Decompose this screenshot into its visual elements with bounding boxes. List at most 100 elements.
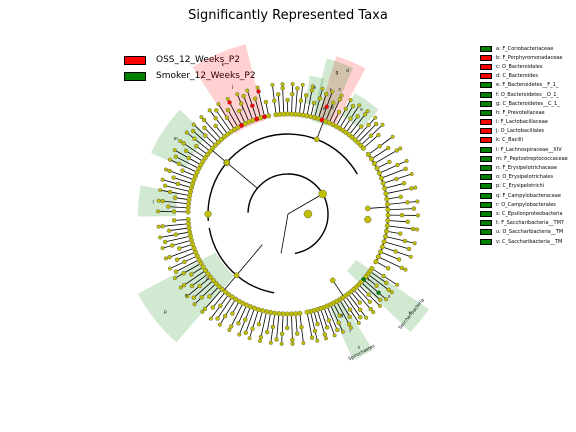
taxa-key-label: d: C_Bacteroides <box>496 73 538 80</box>
branch-line <box>169 191 190 197</box>
taxon-node <box>192 302 197 307</box>
taxa-key-label: k: C_Bacilli <box>496 137 523 144</box>
taxon-node <box>390 134 395 139</box>
taxon-node <box>366 292 371 297</box>
branch-line <box>339 299 351 318</box>
taxon-node <box>181 141 186 146</box>
taxon-node <box>365 109 370 114</box>
sector-label: i <box>241 106 242 112</box>
taxon-node <box>324 325 330 330</box>
taxon-node <box>203 133 208 138</box>
taxon-node <box>369 156 375 162</box>
branch-arc <box>207 133 358 222</box>
sector-label: h <box>313 85 316 91</box>
taxa-key-label: q: F_Campylobacteraceae <box>496 192 561 199</box>
branch-line <box>191 273 209 287</box>
taxa-key-label: a: F_Coriobacteriaceae <box>496 45 554 52</box>
taxon-node <box>263 99 269 105</box>
taxa-key-entry: j: O_Lactobacillales <box>480 127 568 136</box>
branch-line <box>363 134 379 149</box>
taxon-node <box>187 193 193 199</box>
taxon-node <box>322 332 328 337</box>
taxon-node <box>201 117 207 123</box>
branch-line <box>306 90 313 116</box>
taxa-key-label: m: F_Peptostreptococcaceae <box>496 155 568 162</box>
taxon-node <box>158 188 163 193</box>
chart-title: Significantly Represented Taxa <box>188 8 388 23</box>
taxon-node <box>385 201 391 207</box>
taxon-node <box>225 107 231 113</box>
taxon-node <box>189 272 194 277</box>
branch-line <box>169 247 195 258</box>
taxon-node <box>163 256 168 261</box>
taxon-node <box>399 213 405 218</box>
legend-swatch-red <box>124 55 146 65</box>
branch-line <box>243 95 254 121</box>
legend-swatch-green <box>124 71 146 81</box>
branch-line <box>236 244 263 276</box>
taxon-node <box>228 324 234 329</box>
branch-line <box>160 234 176 238</box>
branch-line <box>345 116 359 133</box>
taxon-node <box>324 91 329 97</box>
taxon-node <box>276 92 281 97</box>
taxa-key-entry: f: O_Bacteroidetes__O_1_ <box>480 90 568 99</box>
taxon-node <box>401 181 407 186</box>
taxon-node <box>362 112 368 117</box>
branch-line <box>229 102 242 126</box>
branch-line <box>217 296 233 319</box>
branch-line <box>277 94 281 115</box>
taxon-node <box>191 295 196 300</box>
taxon-nodes <box>156 82 420 346</box>
taxon-node <box>406 246 412 252</box>
branch-line <box>252 309 259 329</box>
branch-line <box>270 326 274 343</box>
taxon-node <box>256 89 261 94</box>
branch-line <box>175 156 200 169</box>
branch-line <box>295 88 298 115</box>
taxon-node <box>160 177 165 182</box>
taxon-node <box>156 209 161 214</box>
taxon-node <box>415 199 420 204</box>
taxon-node <box>364 315 369 320</box>
branch-line <box>258 91 265 117</box>
taxon-node <box>285 97 290 103</box>
branch-line <box>387 208 414 211</box>
branch-line <box>204 127 219 143</box>
taxa-key-label: s: C_Epsilonproteobacteria <box>496 210 563 217</box>
taxon-node <box>241 93 246 99</box>
taxon-node <box>222 314 228 319</box>
branch-line <box>381 168 406 179</box>
branch-line <box>245 308 255 333</box>
branch-line <box>396 173 412 180</box>
taxon-node <box>384 196 390 202</box>
taxon-node <box>207 294 212 299</box>
taxon-node <box>216 283 222 289</box>
legend-entry-oss: OSS_12_Weeks_P2 <box>124 52 256 68</box>
taxa-key-swatch <box>480 54 492 61</box>
branch-line <box>218 103 228 118</box>
taxa-key-swatch <box>480 165 492 172</box>
taxa-key-swatch <box>480 201 492 208</box>
taxa-key-entry: v: C_Saccharibacteria__TM <box>480 237 568 246</box>
branch-line <box>240 103 250 123</box>
taxon-node <box>219 286 225 292</box>
taxa-key-entry: l: F_Lachnospiraceae__XIV <box>480 145 568 154</box>
taxon-node <box>172 148 177 153</box>
taxon-node <box>290 82 295 87</box>
branch-line <box>300 84 304 101</box>
taxon-node <box>279 331 285 337</box>
taxon-node <box>225 96 230 101</box>
taxon-node <box>412 241 417 246</box>
branch-line <box>363 279 379 294</box>
legend-label-oss: OSS_12_Weeks_P2 <box>156 55 240 65</box>
taxon-node <box>200 264 206 270</box>
taxon-node <box>181 282 187 288</box>
taxon-node <box>339 93 344 98</box>
sector-label: a <box>360 108 363 113</box>
taxa-key-entry: n: F_Erysipelotrichaceae <box>480 163 568 172</box>
taxon-node <box>396 257 402 262</box>
taxon-node <box>163 183 168 188</box>
taxon-node <box>205 152 211 158</box>
taxon-node <box>237 108 242 114</box>
